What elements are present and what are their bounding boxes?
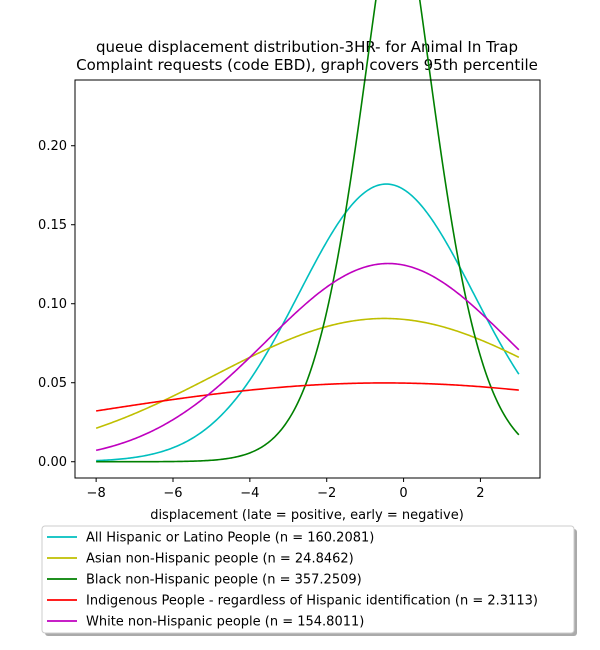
y-tick-label: 0.05 bbox=[38, 376, 67, 391]
plot-area bbox=[74, 79, 541, 479]
series-line-2 bbox=[95, 317, 520, 429]
x-tick-label: −8 bbox=[87, 486, 106, 501]
y-tick-label: 0.20 bbox=[38, 139, 67, 154]
x-tick-label: −4 bbox=[240, 486, 259, 501]
x-tick-label: −2 bbox=[317, 486, 336, 501]
legend-box bbox=[41, 525, 575, 634]
series-line-5 bbox=[95, 262, 520, 452]
y-tick-label: 0.15 bbox=[38, 218, 67, 233]
series-line-1 bbox=[96, 183, 520, 462]
y-axis: 0.00 0.05 0.10 0.15 0.20 bbox=[38, 139, 75, 470]
series-line-4 bbox=[96, 382, 519, 412]
series-layer bbox=[95, 0, 520, 463]
x-axis-label: displacement (late = positive, early = n… bbox=[150, 508, 464, 523]
x-tick-label: −6 bbox=[163, 486, 182, 501]
chart-title-line-2: Complaint requests (code EBD), graph cov… bbox=[76, 56, 538, 74]
series-line-3 bbox=[96, 0, 520, 463]
legend-entry-2: Asian non-Hispanic people (n = 24.8462) bbox=[86, 552, 354, 567]
x-tick-label: 0 bbox=[399, 486, 407, 501]
legend-entry-4: Indigenous People - regardless of Hispan… bbox=[86, 594, 538, 609]
y-tick-label: 0.10 bbox=[38, 297, 67, 312]
chart-title-line-1: queue displacement distribution-3HR- for… bbox=[96, 38, 518, 56]
x-tick-label: 2 bbox=[476, 486, 484, 501]
y-tick-label: 0.00 bbox=[38, 455, 67, 470]
legend-entry-1: All Hispanic or Latino People (n = 160.2… bbox=[86, 531, 374, 546]
x-axis: −8 −6 −4 −2 0 2 bbox=[87, 478, 485, 501]
legend: All Hispanic or Latino People (n = 160.2… bbox=[41, 525, 577, 636]
legend-entry-5: White non-Hispanic people (n = 154.8011) bbox=[86, 615, 364, 630]
legend-entry-3: Black non-Hispanic people (n = 357.2509) bbox=[86, 573, 362, 588]
